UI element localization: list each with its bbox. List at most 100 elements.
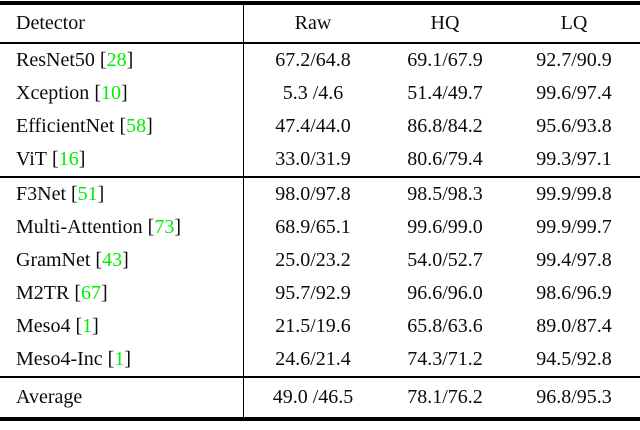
table-row: F3Net [51] 98.0/97.8 98.5/98.3 99.9/99.8 xyxy=(0,178,640,211)
table-row: Multi-Attention [73] 68.9/65.1 99.6/99.0 99… xyxy=(0,211,640,244)
hq-accuracy-cell: 69.1/67.9 xyxy=(407,49,483,71)
citation-number: 43 xyxy=(102,249,123,271)
citation-reference: [16] xyxy=(47,148,85,171)
top-rule xyxy=(0,1,640,5)
citation-close-bracket: ] xyxy=(122,249,129,271)
table-section-average: Average 49.0 /46.5 78.1/76.2 96.8/95.3 xyxy=(0,378,640,417)
citation-open-bracket: [ xyxy=(89,82,101,104)
detector-cell: Meso4-Inc [1] xyxy=(0,343,244,376)
table-section-deepfake-detectors: F3Net [51] 98.0/97.8 98.5/98.3 99.9/99.8 Mul… xyxy=(0,178,640,376)
raw-accuracy-cell: 21.5/19.6 xyxy=(275,315,351,337)
citation-reference: [73] xyxy=(143,216,181,239)
table-row: Xception [10] 5.3 /4.6 51.4/49.7 99.6/97.4 xyxy=(0,77,640,110)
hq-accuracy-cell: 51.4/49.7 xyxy=(407,82,483,104)
citation-number: 51 xyxy=(77,183,98,205)
detector-name: Xception xyxy=(16,82,90,104)
citation-reference: [58] xyxy=(114,115,152,138)
hq-accuracy-cell: 54.0/52.7 xyxy=(407,249,483,271)
hq-accuracy-cell: 96.6/96.0 xyxy=(407,282,483,304)
table-section-generic-detectors: ResNet50 [28] 67.2/64.8 69.1/67.9 92.7/90.9… xyxy=(0,44,640,176)
citation-close-bracket: ] xyxy=(92,315,99,337)
citation-close-bracket: ] xyxy=(101,282,108,304)
citation-close-bracket: ] xyxy=(78,148,86,170)
citation-close-bracket: ] xyxy=(124,348,131,370)
lq-accuracy-cell: 95.6/93.8 xyxy=(536,115,612,137)
detector-cell: Meso4 [1] xyxy=(0,310,244,343)
column-header-lq: LQ xyxy=(560,11,588,34)
citation-reference: [10] xyxy=(89,82,127,105)
citation-reference: [28] xyxy=(95,49,133,72)
citation-reference: [1] xyxy=(103,348,131,371)
raw-accuracy-cell: 24.6/21.4 xyxy=(275,348,351,370)
citation-close-bracket: ] xyxy=(126,49,134,71)
citation-reference: [43] xyxy=(90,249,128,272)
table-row: EfficientNet [58] 47.4/44.0 86.8/84.2 95.6/… xyxy=(0,110,640,143)
citation-open-bracket: [ xyxy=(70,315,83,337)
detector-cell: Multi-Attention [73] xyxy=(0,211,244,244)
citation-number: 67 xyxy=(81,282,102,304)
section-rule xyxy=(0,376,640,378)
citation-close-bracket: ] xyxy=(120,82,128,104)
table-row: M2TR [67] 95.7/92.9 96.6/96.0 98.6/96.9 xyxy=(0,277,640,310)
detector-cell: ViT [16] xyxy=(0,143,244,176)
citation-open-bracket: [ xyxy=(102,348,115,370)
lq-accuracy-cell: 99.6/97.4 xyxy=(536,82,612,104)
citation-open-bracket: [ xyxy=(47,148,59,170)
citation-open-bracket: [ xyxy=(90,249,103,271)
raw-accuracy-cell: 68.9/65.1 xyxy=(275,216,351,238)
detector-cell: EfficientNet [58] xyxy=(0,110,244,143)
table-row: GramNet [43] 25.0/23.2 54.0/52.7 99.4/97.8 xyxy=(0,244,640,277)
hq-accuracy-cell: 78.1/76.2 xyxy=(407,386,483,408)
detector-cell: Xception [10] xyxy=(0,77,244,110)
column-header-raw: Raw xyxy=(294,11,332,34)
raw-accuracy-cell: 5.3 /4.6 xyxy=(282,82,344,104)
citation-open-bracket: [ xyxy=(114,115,127,137)
citation-number: 28 xyxy=(106,49,127,71)
citation-number: 58 xyxy=(126,115,147,137)
table-header-row: Detector Raw HQ LQ xyxy=(0,4,640,42)
detector-cell: ResNet50 [28] xyxy=(0,44,244,77)
lq-accuracy-cell: 99.9/99.8 xyxy=(536,183,612,205)
citation-number: 1 xyxy=(114,348,125,370)
detector-name: M2TR xyxy=(16,282,70,304)
table-row: ViT [16] 33.0/31.9 80.6/79.4 99.3/97.1 xyxy=(0,143,640,176)
raw-accuracy-cell: 95.7/92.9 xyxy=(275,282,351,304)
citation-reference: [51] xyxy=(66,183,104,206)
column-header-hq: HQ xyxy=(430,11,460,34)
hq-accuracy-cell: 80.6/79.4 xyxy=(407,148,483,170)
hq-accuracy-cell: 86.8/84.2 xyxy=(407,115,483,137)
bottom-rule xyxy=(0,417,640,421)
detector-name: ViT xyxy=(16,148,48,170)
table-row: Average 49.0 /46.5 78.1/76.2 96.8/95.3 xyxy=(0,378,640,417)
table-row: Meso4 [1] 21.5/19.6 65.8/63.6 89.0/87.4 xyxy=(0,310,640,343)
lq-accuracy-cell: 99.9/99.7 xyxy=(536,216,612,238)
raw-accuracy-cell: 67.2/64.8 xyxy=(275,49,351,71)
detector-cell: Average xyxy=(0,378,244,417)
detector-cell: M2TR [67] xyxy=(0,277,244,310)
detector-name: Meso4-Inc xyxy=(16,348,103,370)
citation-open-bracket: [ xyxy=(142,216,155,238)
hq-accuracy-cell: 99.6/99.0 xyxy=(407,216,483,238)
citation-close-bracket: ] xyxy=(97,183,105,205)
raw-accuracy-cell: 25.0/23.2 xyxy=(275,249,351,271)
detector-name: GramNet xyxy=(16,249,91,271)
detector-name: ResNet50 xyxy=(16,49,95,71)
lq-accuracy-cell: 99.3/97.1 xyxy=(536,148,612,170)
citation-reference: [67] xyxy=(69,282,107,305)
raw-accuracy-cell: 49.0 /46.5 xyxy=(272,386,354,408)
lq-accuracy-cell: 92.7/90.9 xyxy=(536,49,612,71)
detector-name: EfficientNet xyxy=(16,115,115,137)
table-row: ResNet50 [28] 67.2/64.8 69.1/67.9 92.7/90.9 xyxy=(0,44,640,77)
column-header-detector: Detector xyxy=(0,4,244,42)
citation-reference: [1] xyxy=(70,315,98,338)
raw-accuracy-cell: 47.4/44.0 xyxy=(275,115,351,137)
section-rule xyxy=(0,176,640,178)
hq-accuracy-cell: 74.3/71.2 xyxy=(407,348,483,370)
detector-name: Meso4 xyxy=(16,315,71,337)
raw-accuracy-cell: 98.0/97.8 xyxy=(275,183,351,205)
citation-open-bracket: [ xyxy=(69,282,82,304)
raw-accuracy-cell: 33.0/31.9 xyxy=(275,148,351,170)
lq-accuracy-cell: 94.5/92.8 xyxy=(536,348,612,370)
table-row: Meso4-Inc [1] 24.6/21.4 74.3/71.2 94.5/92.8 xyxy=(0,343,640,376)
